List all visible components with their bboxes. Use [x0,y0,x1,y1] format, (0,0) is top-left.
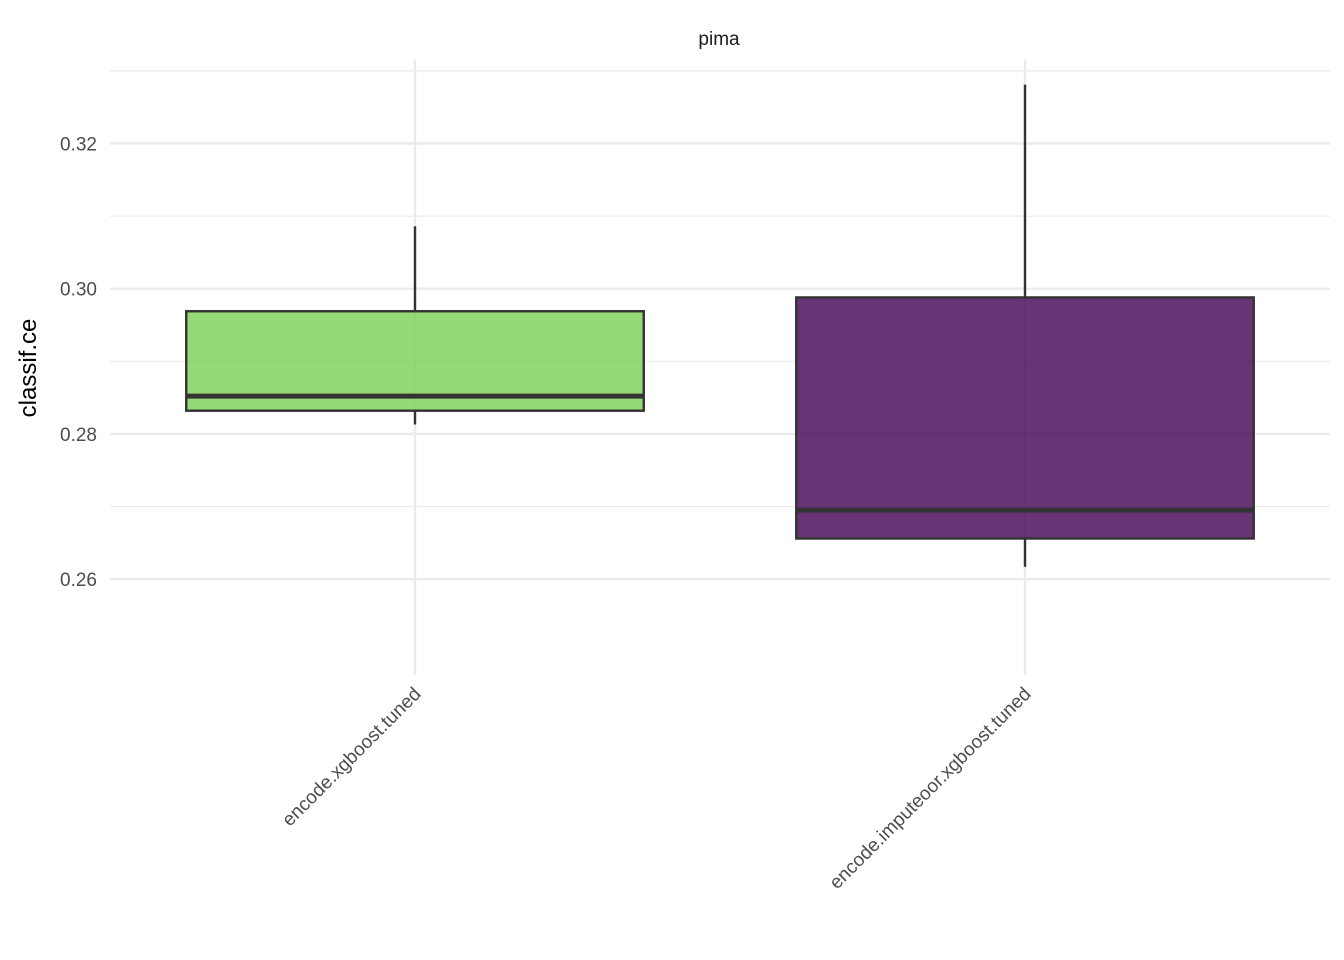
x-tick-label: encode.xgboost.tuned [278,684,425,831]
facet-title: pima [698,29,740,50]
y-tick-label: 0.32 [60,135,97,156]
box-iqr [795,296,1255,540]
y-axis-title: classif.ce [15,319,42,418]
box-group [185,226,645,425]
y-tick-label: 0.26 [60,570,97,591]
box-group [795,84,1255,567]
y-tick-label: 0.30 [60,280,97,301]
box-layer [185,84,1255,567]
x-tick-label: encode.imputeoor.xgboost.tuned [826,684,1036,894]
y-tick-label: 0.28 [60,425,97,446]
